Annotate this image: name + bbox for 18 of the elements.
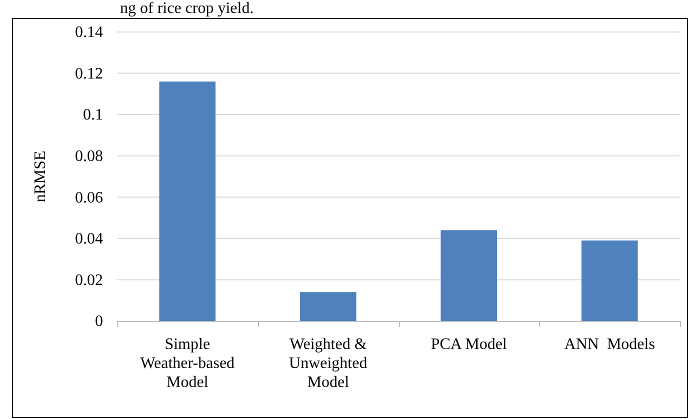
y-tick-label: 0.1 bbox=[83, 106, 103, 124]
text: ng of rice crop yield. bbox=[120, 0, 254, 17]
y-tick-label: 0.04 bbox=[75, 230, 103, 248]
bar bbox=[300, 292, 356, 321]
bar bbox=[440, 230, 498, 321]
y-tick-label: 0.02 bbox=[75, 272, 103, 289]
y-tick-label: 0 bbox=[95, 313, 103, 330]
y-tick-label: 0.14 bbox=[75, 24, 103, 42]
bar bbox=[159, 82, 216, 321]
bar bbox=[581, 240, 638, 321]
x-tick-label: Simple Weather-based Model bbox=[140, 336, 235, 391]
x-tick-label: ANN Models bbox=[564, 336, 655, 353]
x-tick-label: PCA Model bbox=[430, 336, 508, 353]
y-tick-label: 0.12 bbox=[75, 65, 103, 82]
y-tick-label: 0.06 bbox=[75, 189, 103, 206]
y-axis-title: nRMSE bbox=[32, 150, 49, 202]
x-tick-label: Weighted & Unweighted Model bbox=[289, 336, 368, 391]
y-tick-label: 0.08 bbox=[75, 148, 103, 165]
